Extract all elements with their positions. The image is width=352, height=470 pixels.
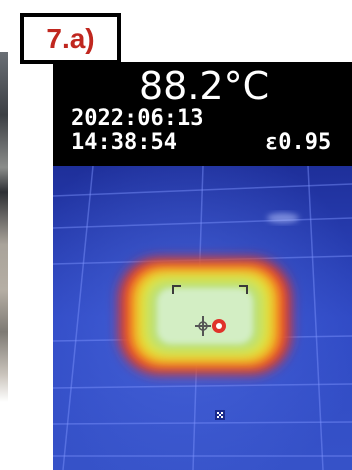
figure-label: 7.a) (20, 13, 121, 64)
thermal-scene (53, 166, 352, 470)
cursor-icon (215, 410, 225, 420)
time-readout: 14:38:54 (71, 130, 177, 155)
adjacent-photo-strip (0, 52, 8, 402)
reflection-spot (267, 213, 299, 223)
emissivity-readout: ε0.95 (265, 130, 332, 155)
target-marker-icon (212, 319, 226, 333)
crosshair-icon (195, 316, 211, 336)
temperature-readout: 88.2°C (139, 64, 270, 108)
thermal-header: 88.2°C 2022:06:13 14:38:54 ε0.95 (53, 62, 352, 166)
date-readout: 2022:06:13 (71, 106, 204, 131)
thermal-image: 88.2°C 2022:06:13 14:38:54 ε0.95 (53, 62, 352, 470)
measurement-box (172, 285, 248, 294)
hotspot-core (157, 288, 253, 344)
